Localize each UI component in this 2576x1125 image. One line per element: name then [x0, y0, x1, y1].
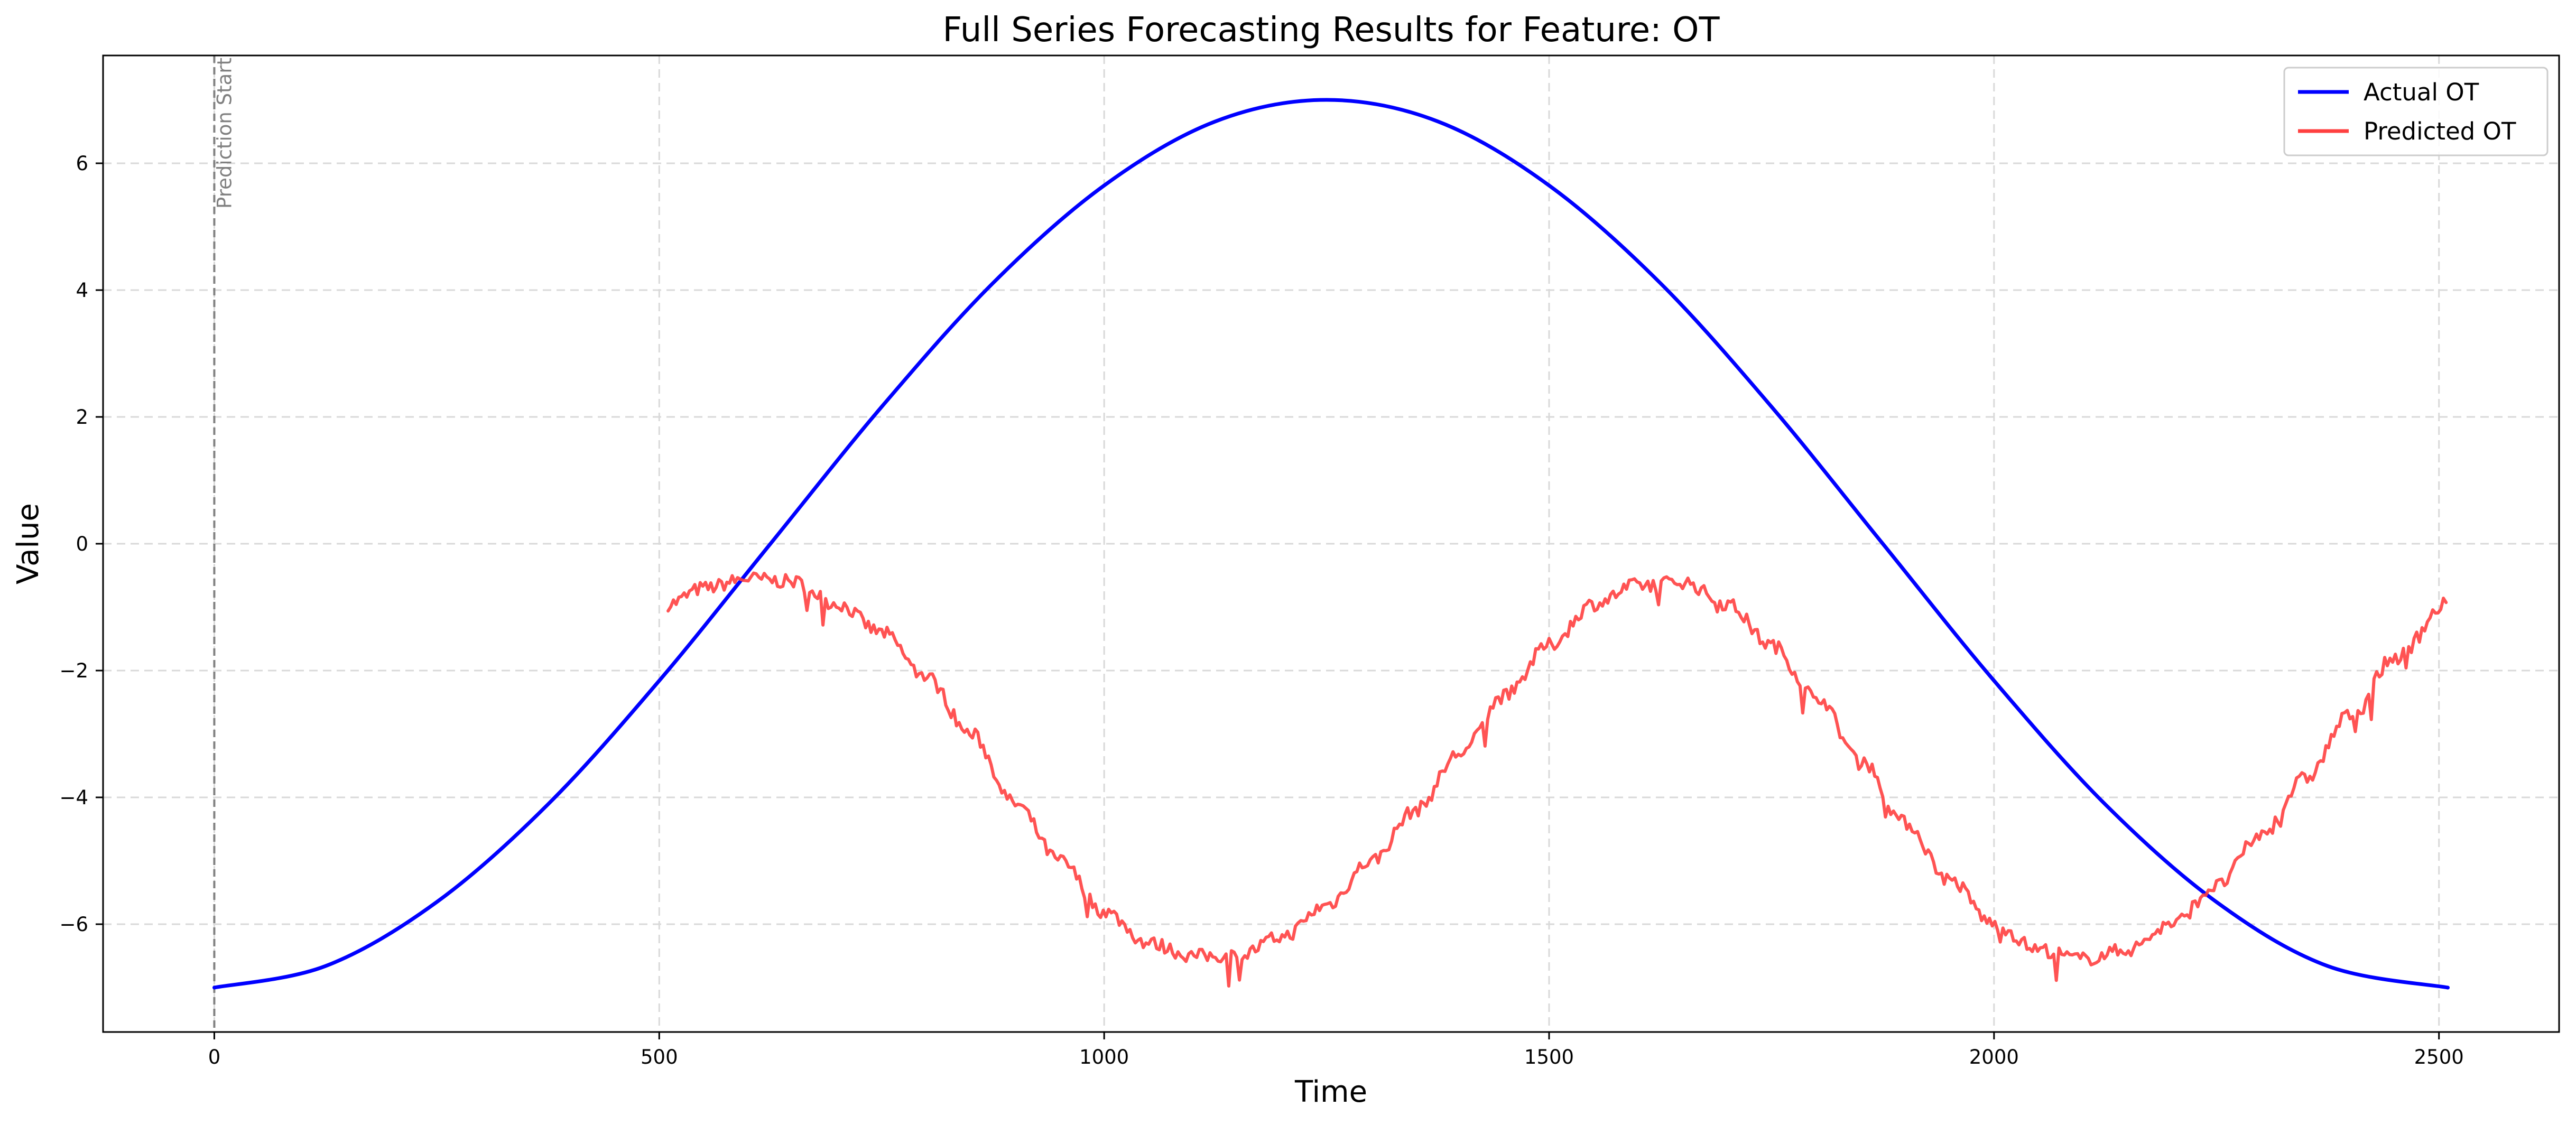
y-tick-label: 2 — [76, 406, 88, 429]
x-tick-label: 2500 — [2414, 1046, 2464, 1068]
y-tick-label: −6 — [59, 913, 88, 936]
x-tick-label: 1000 — [1079, 1046, 1129, 1068]
x-tick-label: 0 — [208, 1046, 221, 1068]
x-tick-label: 1500 — [1524, 1046, 1574, 1068]
x-axis-label: Time — [1294, 1075, 1367, 1109]
y-axis-ticks: −6 −4 −2 0 2 4 6 — [59, 152, 103, 936]
legend-label-predicted: Predicted OT — [2364, 117, 2516, 145]
annotation-layer: Prediction Start — [213, 55, 236, 1032]
grid-layer — [103, 55, 2559, 1032]
series-line-predicted — [666, 571, 2448, 988]
legend-label-actual: Actual OT — [2364, 78, 2479, 106]
chart-title: Full Series Forecasting Results for Feat… — [942, 11, 1720, 50]
series-layer — [212, 98, 2450, 990]
x-tick-label: 500 — [641, 1046, 678, 1068]
x-tick-label: 2000 — [1969, 1046, 2019, 1068]
y-tick-label: 0 — [76, 533, 88, 555]
y-tick-label: 4 — [76, 279, 88, 302]
legend-box — [2283, 67, 2549, 156]
legend: Actual OT Predicted OT — [2283, 67, 2549, 156]
series-line-actual — [212, 98, 2450, 990]
prediction-start-label: Prediction Start — [213, 58, 236, 209]
y-tick-label: −2 — [59, 659, 88, 682]
y-tick-label: −4 — [59, 786, 88, 809]
y-tick-label: 6 — [76, 152, 88, 175]
y-axis-label: Value — [11, 503, 45, 584]
x-axis-ticks: 0 500 1000 1500 2000 2500 — [208, 1032, 2464, 1068]
